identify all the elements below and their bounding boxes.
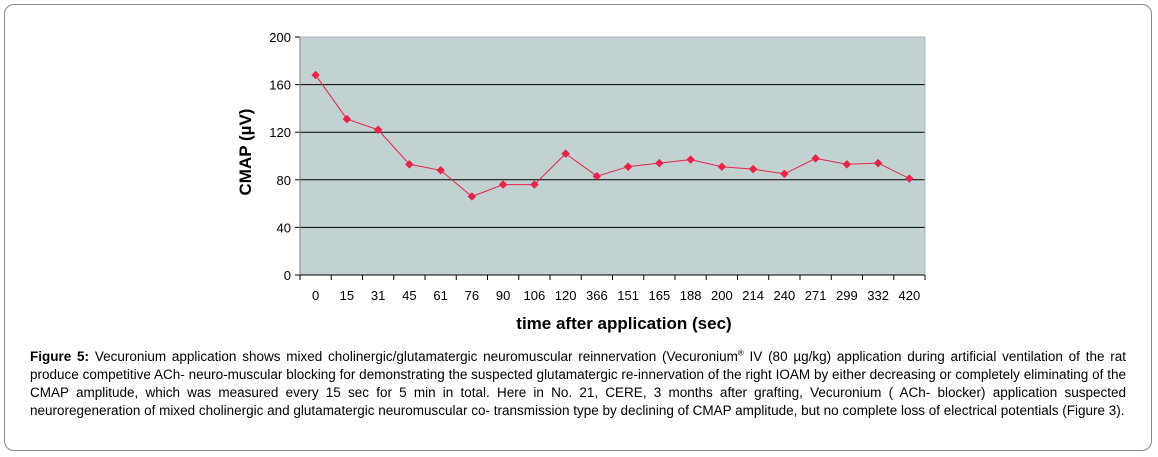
x-tick-label: 31: [371, 288, 385, 303]
data-point: [405, 159, 414, 169]
data-point: [373, 125, 383, 135]
caption-text-part-2: IV (80 µg/kg) application during artific…: [30, 349, 1126, 418]
x-tick-label: 299: [836, 288, 858, 303]
x-tick-label: 165: [649, 288, 671, 303]
data-point: [342, 114, 352, 124]
x-tick-labels: 0 15 31 45 61 76 90 106 120 366 151 165 188 200 214 240…: [312, 288, 920, 303]
caption-registered-mark: ®: [737, 348, 744, 358]
data-point: [873, 158, 883, 168]
x-tick-label: 214: [742, 288, 764, 303]
data-point: [905, 174, 914, 183]
data-point: [467, 192, 477, 201]
x-tick-label: 366: [586, 288, 608, 303]
data-point: [655, 158, 664, 168]
x-tick-label: 240: [774, 288, 796, 303]
data-point: [561, 149, 570, 158]
caption-label: Figure 5:: [30, 349, 90, 364]
y-tick-label: 80: [277, 173, 291, 188]
y-tick-label: 120: [269, 125, 291, 140]
data-point: [311, 70, 320, 80]
data-point: [530, 180, 539, 189]
data-point: [686, 155, 695, 164]
y-tick-label: 200: [269, 30, 291, 45]
y-tick-labels: 0 40 80 120 160 200: [269, 30, 291, 283]
figure-caption: Figure 5: Vecuronium application shows m…: [30, 348, 1126, 420]
y-tick-label: 0: [284, 268, 291, 283]
caption-text-part-1: Vecuronium application shows mixed choli…: [89, 349, 738, 364]
x-tick-label: 271: [805, 288, 827, 303]
y-tick-label: 160: [269, 78, 291, 93]
x-tick-label: 15: [340, 288, 354, 303]
x-tick-label: 90: [496, 288, 510, 303]
x-tick-label: 76: [465, 288, 479, 303]
data-point: [623, 162, 633, 172]
axes: [299, 36, 926, 276]
data-point: [811, 154, 820, 163]
y-axis-title: CMAP (µV): [236, 109, 255, 196]
x-tick-label: 61: [433, 288, 447, 303]
x-tick-label: 200: [711, 288, 733, 303]
data-point: [592, 171, 602, 181]
plot-area: [300, 37, 925, 275]
y-tick-label: 40: [277, 220, 291, 235]
cmap-line-chart: 0 40 80 120 160 200 0 15 31 45 61 76 90 106 120 366 151…: [236, 30, 926, 333]
x-tick-label: 120: [555, 288, 577, 303]
series-line: [315, 74, 910, 198]
x-tick-label: 106: [524, 288, 546, 303]
x-axis-title: time after application (sec): [516, 314, 731, 333]
x-tick-label: 45: [402, 288, 416, 303]
data-point: [498, 180, 508, 189]
data-point: [717, 162, 727, 172]
data-point: [842, 159, 852, 169]
data-point: [780, 169, 789, 179]
x-tick-label: 332: [867, 288, 889, 303]
x-tick-label: 188: [680, 288, 702, 303]
data-point: [436, 165, 445, 175]
x-tick-label: 0: [312, 288, 319, 303]
x-tick-label: 420: [899, 288, 921, 303]
x-tick-label: 151: [617, 288, 639, 303]
data-point: [748, 164, 758, 174]
data-points: [311, 70, 914, 201]
